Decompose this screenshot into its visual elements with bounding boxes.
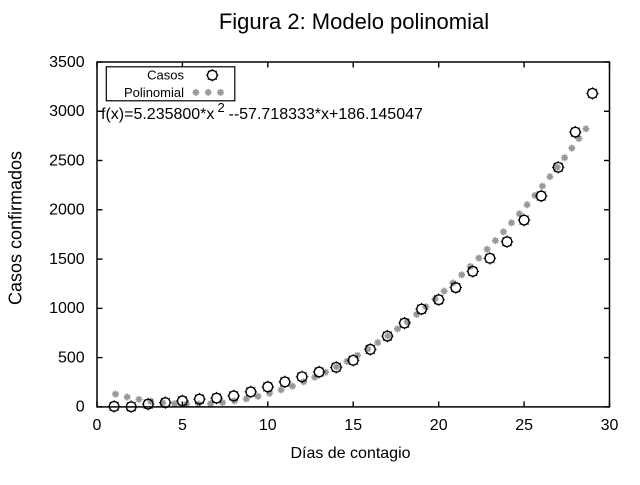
svg-text:10: 10 — [259, 417, 277, 434]
svg-text:15: 15 — [344, 417, 362, 434]
svg-text:Días de contagio: Días de contagio — [290, 445, 410, 462]
svg-text:0: 0 — [93, 417, 102, 434]
svg-text:500: 500 — [58, 349, 85, 366]
svg-text:f(x)=5.235800*x: f(x)=5.235800*x — [101, 106, 214, 123]
svg-text:3000: 3000 — [49, 103, 85, 120]
svg-text:Polinomial: Polinomial — [124, 85, 184, 100]
svg-text:Figura 2: Modelo polinomial: Figura 2: Modelo polinomial — [219, 9, 489, 34]
svg-text:Casos: Casos — [147, 68, 184, 83]
svg-text:0: 0 — [76, 399, 85, 416]
svg-text:2000: 2000 — [49, 202, 85, 219]
svg-text:20: 20 — [430, 417, 448, 434]
svg-text:5: 5 — [178, 417, 187, 434]
svg-text:--57.718333*x+186.145047: --57.718333*x+186.145047 — [229, 106, 423, 123]
svg-text:30: 30 — [601, 417, 619, 434]
svg-text:2: 2 — [218, 100, 225, 115]
svg-text:1000: 1000 — [49, 300, 85, 317]
svg-text:25: 25 — [515, 417, 533, 434]
svg-text:Casos confirmados: Casos confirmados — [6, 151, 26, 305]
svg-text:3500: 3500 — [49, 54, 85, 71]
svg-text:2500: 2500 — [49, 152, 85, 169]
svg-text:1500: 1500 — [49, 251, 85, 268]
